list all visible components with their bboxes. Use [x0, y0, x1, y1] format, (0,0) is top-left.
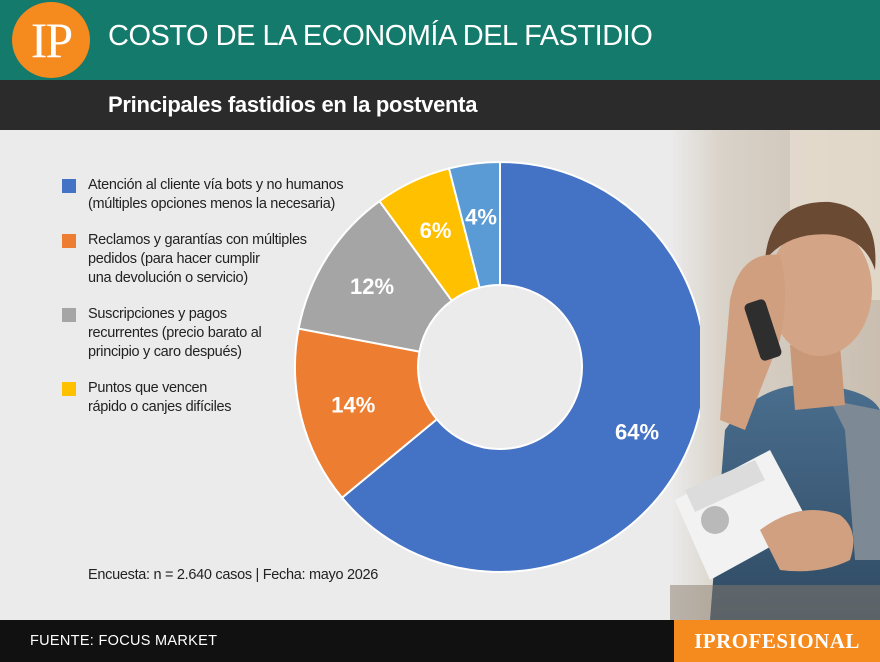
legend-item: Reclamos y garantías con múltiples pedid…	[62, 231, 352, 288]
slice-data-label: 14%	[331, 393, 375, 418]
slice-data-label: 64%	[615, 420, 659, 445]
donut-slice	[447, 160, 501, 289]
brand-logo: IPROFESIONAL	[674, 620, 880, 662]
legend-item: Puntos que vencen rápido o canjes difíci…	[62, 379, 352, 417]
chart-title: Principales fastidios en la postventa	[108, 92, 478, 117]
legend-label: Atención al cliente vía bots y no humano…	[88, 177, 344, 212]
subheader-bar: Principales fastidios en la postventa	[0, 80, 880, 130]
source-text: FUENTE: FOCUS MARKET	[30, 633, 218, 649]
header-bar: IP COSTO DE LA ECONOMÍA DEL FASTIDIO	[0, 0, 880, 80]
legend-label: Puntos que vencen rápido o canjes difíci…	[88, 380, 232, 415]
legend-swatch	[62, 308, 76, 322]
footer-bar: FUENTE: FOCUS MARKET IPROFESIONAL	[0, 620, 880, 662]
donut-chart: 64% 14% 12% 6% 4%	[294, 160, 700, 573]
legend-item: Atención al cliente vía bots y no humano…	[62, 176, 352, 214]
ip-logo: IP	[12, 2, 90, 78]
slice-data-label: 6%	[420, 218, 452, 243]
donut-slice	[340, 160, 700, 573]
chart-area: 64% 14% 12% 6% 4% Atención al cliente vía bo…	[0, 130, 880, 620]
slice-data-label: 4%	[465, 205, 497, 230]
legend-swatch	[62, 179, 76, 193]
legend-item: Suscripciones y pagos recurrentes (preci…	[62, 305, 352, 362]
donut-slice	[294, 327, 439, 500]
legend-swatch	[62, 234, 76, 248]
man-phone-photo	[670, 130, 880, 620]
page-title: COSTO DE LA ECONOMÍA DEL FASTIDIO	[108, 20, 653, 52]
legend: Atención al cliente vía bots y no humano…	[62, 176, 352, 434]
slice-data-label: 12%	[350, 274, 394, 299]
legend-label: Reclamos y garantías con múltiples pedid…	[88, 232, 307, 286]
legend-swatch	[62, 382, 76, 396]
survey-note: Encuesta: n = 2.640 casos | Fecha: mayo …	[88, 567, 379, 583]
legend-label: Suscripciones y pagos recurrentes (preci…	[88, 306, 262, 360]
